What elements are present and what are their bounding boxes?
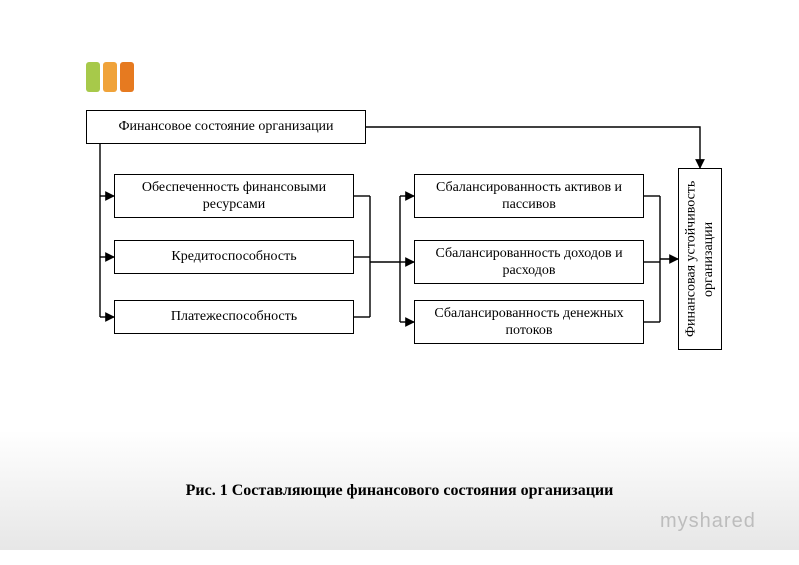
node-right2: Сбалансированность доходов и расходов [414, 240, 644, 284]
node-right1-label: Сбалансированность активов и пассивов [421, 179, 637, 214]
node-right3-label: Сбалансированность денежных потоков [421, 305, 637, 340]
watermark-text: myshared [660, 510, 756, 533]
logo-bar-2 [120, 62, 134, 92]
logo-icon [86, 62, 134, 92]
node-right1: Сбалансированность активов и пассивов [414, 174, 644, 218]
logo-bar-1 [103, 62, 117, 92]
node-right3: Сбалансированность денежных потоков [414, 300, 644, 344]
node-root: Финансовое состояние организации [86, 110, 366, 144]
node-left1: Обеспеченность финансовыми ресурсами [114, 174, 354, 218]
node-left2: Кредитоспособность [114, 240, 354, 274]
node-right2-label: Сбалансированность доходов и расходов [421, 245, 637, 280]
node-left3: Платежеспособность [114, 300, 354, 334]
node-root-label: Финансовое состояние организации [118, 118, 333, 136]
node-left2-label: Кредитоспособность [171, 248, 296, 266]
node-left1-label: Обеспеченность финансовыми ресурсами [121, 179, 347, 214]
node-final-label: Финансовая устойчивость организации [683, 173, 718, 345]
node-final: Финансовая устойчивость организации [678, 168, 722, 350]
logo-bar-0 [86, 62, 100, 92]
edge-root-final [366, 127, 700, 168]
node-left3-label: Платежеспособность [171, 308, 297, 326]
figure-caption: Рис. 1 Составляющие финансового состояни… [0, 482, 799, 500]
